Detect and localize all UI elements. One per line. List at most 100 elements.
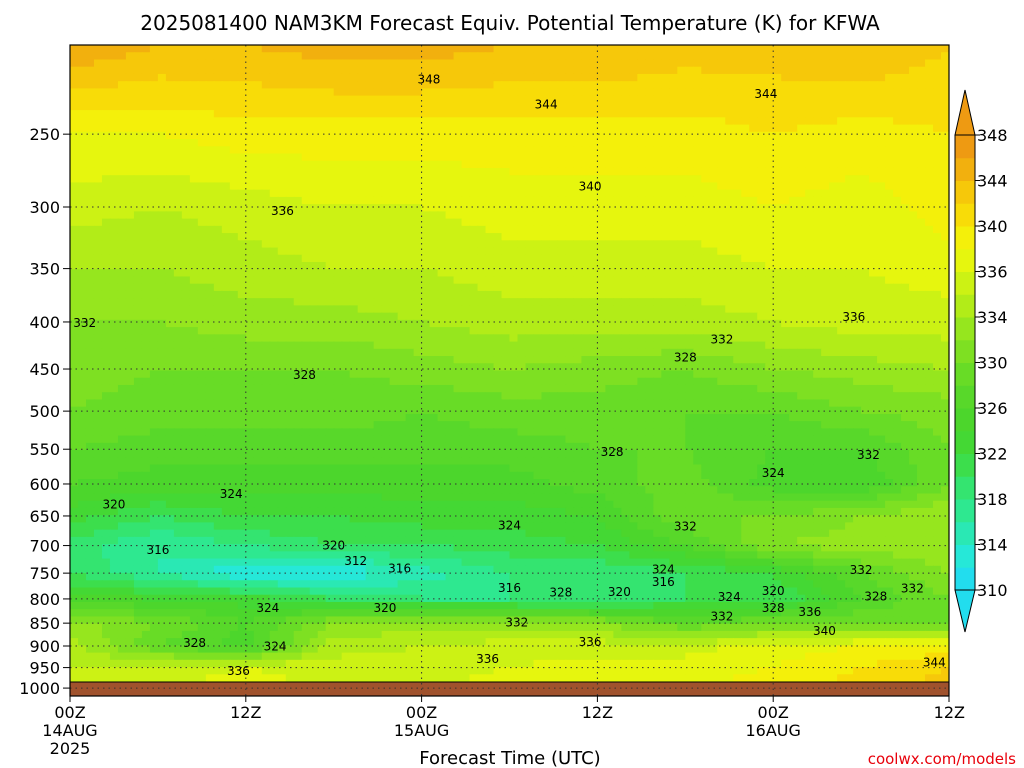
contour-cell (117, 240, 127, 249)
contour-cell (725, 95, 734, 104)
contour-cell (469, 290, 479, 299)
contour-cell (445, 305, 455, 314)
contour-cell (837, 356, 846, 364)
contour-cell (725, 167, 734, 176)
contour-cell (149, 269, 159, 278)
contour-cell (413, 319, 423, 328)
contour-cell (365, 269, 375, 278)
contour-cell (509, 146, 519, 155)
contour-cell (909, 276, 918, 285)
contour-cell (941, 334, 949, 343)
contour-cell (429, 160, 439, 169)
contour-cell (205, 305, 215, 314)
contour-cell (725, 341, 734, 350)
contour-cell (797, 298, 806, 306)
contour-cell (845, 66, 854, 75)
contour-cell (413, 225, 423, 234)
contour-cell (693, 196, 702, 205)
contour-cell (493, 240, 503, 249)
contour-cell (197, 254, 207, 263)
contour-cell (197, 370, 207, 379)
contour-cell (557, 88, 567, 97)
contour-cell (453, 204, 463, 212)
contour-cell (349, 363, 359, 372)
contour-cell (469, 204, 479, 212)
contour-cell (245, 52, 255, 61)
contour-cell (293, 327, 303, 335)
contour-cell (797, 327, 806, 335)
contour-cell (421, 175, 431, 184)
contour-cell (325, 189, 335, 198)
contour-cell (149, 73, 159, 82)
contour-cell (829, 247, 838, 256)
contour-cell (413, 276, 423, 285)
contour-cell (557, 66, 567, 75)
contour-cell (693, 167, 702, 176)
contour-cell (749, 348, 758, 357)
contour-cell (933, 124, 942, 133)
contour-cell (829, 356, 838, 364)
contour-cell (365, 247, 375, 256)
contour-cell (869, 312, 878, 321)
contour-cell (909, 269, 918, 278)
contour-cell (901, 52, 910, 61)
contour-cell (469, 240, 479, 249)
contour-cell (533, 59, 543, 68)
contour-cell (597, 319, 606, 328)
contour-cell (725, 52, 734, 61)
contour-cell (365, 363, 375, 372)
contour-cell (357, 59, 367, 68)
contour-cell (253, 146, 263, 155)
contour-cell (277, 218, 287, 227)
contour-cell (789, 233, 798, 241)
contour-cell (869, 88, 878, 97)
contour-cell (669, 233, 678, 241)
contour-cell (253, 298, 263, 306)
contour-cell (941, 204, 949, 212)
contour-cell (437, 283, 447, 292)
contour-cell (637, 276, 646, 285)
contour-cell (389, 66, 399, 75)
contour-cell (797, 167, 806, 176)
contour-cell (685, 247, 694, 256)
contour-cell (93, 218, 103, 227)
contour-cell (837, 211, 846, 220)
contour-cell (341, 52, 351, 61)
contour-cell (253, 218, 263, 227)
contour-cell (77, 370, 87, 379)
contour-cell (845, 175, 854, 184)
contour-cell (533, 167, 543, 176)
contour-cell (877, 88, 886, 97)
contour-cell (589, 363, 598, 372)
contour-cell (149, 45, 159, 53)
contour-cell (869, 334, 878, 343)
contour-cell (349, 254, 359, 263)
contour-cell (205, 66, 215, 75)
contour-cell (429, 348, 439, 357)
contour-cell (429, 95, 439, 104)
contour-cell (93, 73, 103, 82)
contour-cell (365, 167, 375, 176)
contour-cell (709, 182, 718, 191)
contour-cell (117, 131, 127, 140)
contour-cell (493, 298, 503, 306)
contour-cell (365, 88, 375, 97)
contour-cell (349, 348, 359, 357)
contour-cell (381, 196, 391, 205)
contour-cell (909, 240, 918, 249)
contour-cell (149, 290, 159, 299)
contour-cell (157, 341, 167, 350)
contour-cell (909, 73, 918, 82)
contour-cell (197, 298, 207, 306)
contour-cell (589, 211, 598, 220)
contour-cell (901, 211, 910, 220)
contour-cell (749, 247, 758, 256)
contour-cell (365, 240, 375, 249)
contour-cell (285, 66, 295, 75)
contour-cell (181, 81, 191, 89)
contour-cell (517, 341, 527, 350)
contour-cell (133, 298, 143, 306)
contour-cell (461, 319, 471, 328)
contour-cell (525, 189, 535, 198)
contour-cell (165, 225, 175, 234)
